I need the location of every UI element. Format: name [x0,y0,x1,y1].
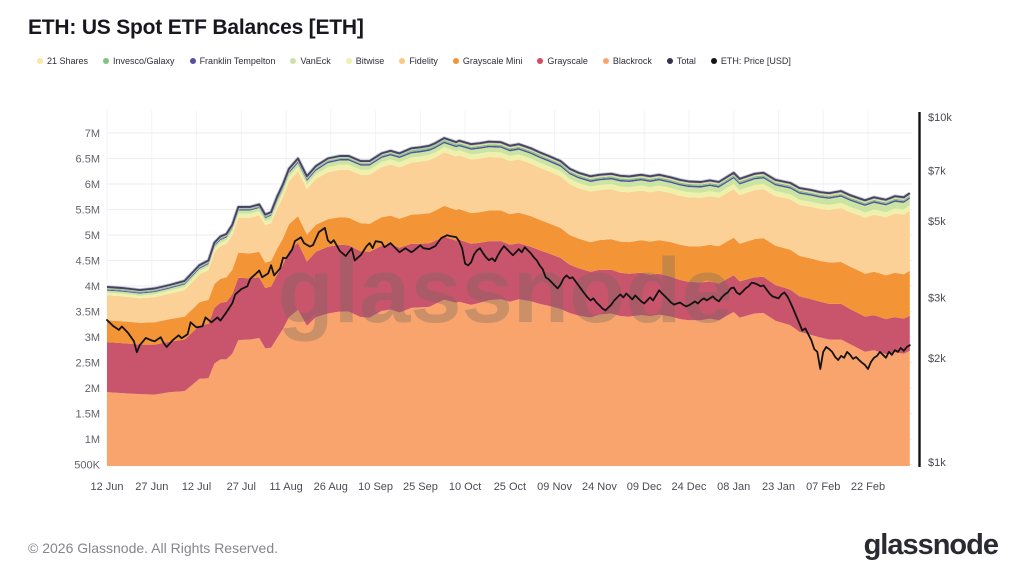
legend-dot-blackrock [602,58,609,64]
legend-dot-eth-price-usd [710,58,717,64]
area-fidelity[interactable] [107,152,910,323]
x-axis-tick: 10 Sep [358,481,393,493]
legend-dot-vaneck [290,58,297,64]
legend-item-grayscale[interactable]: Grayscale [537,56,588,66]
left-axis-tick: 3M [85,332,100,344]
legend-label: Total [676,56,696,66]
x-axis-tick: 09 Nov [537,481,572,493]
x-axis-tick: 07 Feb [806,481,840,493]
legend-dot-bitwise [345,58,352,64]
legend-label: VanEck [300,56,331,66]
legend-item-vaneck[interactable]: VanEck [290,56,331,66]
legend-dot-franklin-tempelton [189,58,196,64]
legend-item-eth-price-usd[interactable]: ETH: Price [USD] [710,56,791,66]
legend-dot-invesco-galaxy [103,58,110,64]
legend-item-bitwise[interactable]: Bitwise [345,56,385,66]
legend-item-grayscale-mini[interactable]: Grayscale Mini [452,56,523,66]
x-axis-tick: 11 Aug [269,481,302,493]
x-axis-tick: 27 Jun [135,481,168,493]
legend-dot-fidelity [399,58,406,64]
left-axis-tick: 6.5M [76,154,100,166]
legend-dot-total [666,58,673,64]
legend-label: 21 Shares [47,56,89,66]
area-invesco-galaxy[interactable] [107,140,910,293]
legend-dot-21-shares [37,58,43,64]
area-vaneck[interactable] [107,143,910,296]
x-axis-tick: 22 Feb [851,481,885,493]
left-axis-tick: 6M [85,179,100,191]
right-axis-tick: $7k [928,165,946,177]
x-axis-tick: 10 Oct [449,481,481,493]
x-axis-tick: 25 Oct [494,481,526,493]
x-axis-tick: 09 Dec [627,481,662,493]
legend-dot-grayscale-mini [452,58,459,64]
right-axis-tick: $5k [928,216,946,228]
chart-legend: 21 Shares Invesco/Galaxy Franklin Tempelto… [37,56,791,66]
x-axis-tick: 12 Jul [182,481,211,493]
left-axis-tick: 4M [85,281,100,293]
right-axis-tick: $1k [928,457,946,469]
page-title: ETH: US Spot ETF Balances [ETH] [28,16,364,39]
legend-label: Franklin Tempelton [199,56,276,66]
legend-label: Bitwise [355,56,385,66]
x-axis-tick: 27 Jul [227,481,256,493]
left-axis-tick: 1M [85,434,100,446]
legend-label: Fidelity [409,56,438,66]
area-grayscale-mini[interactable] [107,205,910,345]
legend-label: Grayscale Mini [462,56,523,66]
left-axis-tick: 2.5M [76,358,100,370]
legend-dot-grayscale [537,58,544,64]
x-axis-tick: 24 Nov [582,481,617,493]
legend-label: Invesco/Galaxy [113,56,175,66]
x-axis-tick: 25 Sep [403,481,438,493]
legend-item-21-shares[interactable]: 21 Shares [37,56,88,66]
area-grayscale[interactable] [107,236,910,395]
x-axis-tick: 26 Aug [314,481,348,493]
legend-label: ETH: Price [USD] [720,56,791,66]
x-axis-tick: 12 Jun [90,481,123,493]
area-bitwise[interactable] [107,147,910,299]
legend-label: Grayscale [547,56,588,66]
legend-item-blackrock[interactable]: Blackrock [602,56,652,66]
right-axis-tick: $2k [928,353,946,365]
glassnode-logo: glassnode [863,529,999,561]
copyright-text: © 2026 Glassnode. All Rights Reserved. [28,540,279,556]
legend-item-fidelity[interactable]: Fidelity [399,56,438,66]
left-axis-tick: 3.5M [76,307,100,319]
price-line[interactable] [106,227,911,370]
legend-label: Blackrock [612,56,652,66]
left-axis-tick: 5.5M [76,205,100,217]
legend-item-invesco-galaxy[interactable]: Invesco/Galaxy [103,56,175,66]
right-axis-tick: $3k [928,292,946,304]
left-axis-tick: 4.5M [76,256,100,268]
left-axis-tick: 7M [85,128,100,140]
total-line[interactable] [106,137,911,292]
left-axis-tick: 500K [74,460,100,472]
area-blackrock[interactable] [107,299,910,466]
left-axis-tick: 1.5M [76,409,100,421]
x-axis-tick: 24 Dec [671,481,706,493]
right-axis-tick: $10k [928,112,952,124]
left-axis-tick: 2M [85,383,100,395]
legend-item-franklin-tempelton[interactable]: Franklin Tempelton [189,56,276,66]
left-axis-tick: 5M [85,230,100,242]
legend-item-total[interactable]: Total [666,56,696,66]
x-axis-tick: 08 Jan [717,481,750,493]
area-franklin-tempelton[interactable] [107,141,910,294]
x-axis-tick: 23 Jan [762,481,795,493]
